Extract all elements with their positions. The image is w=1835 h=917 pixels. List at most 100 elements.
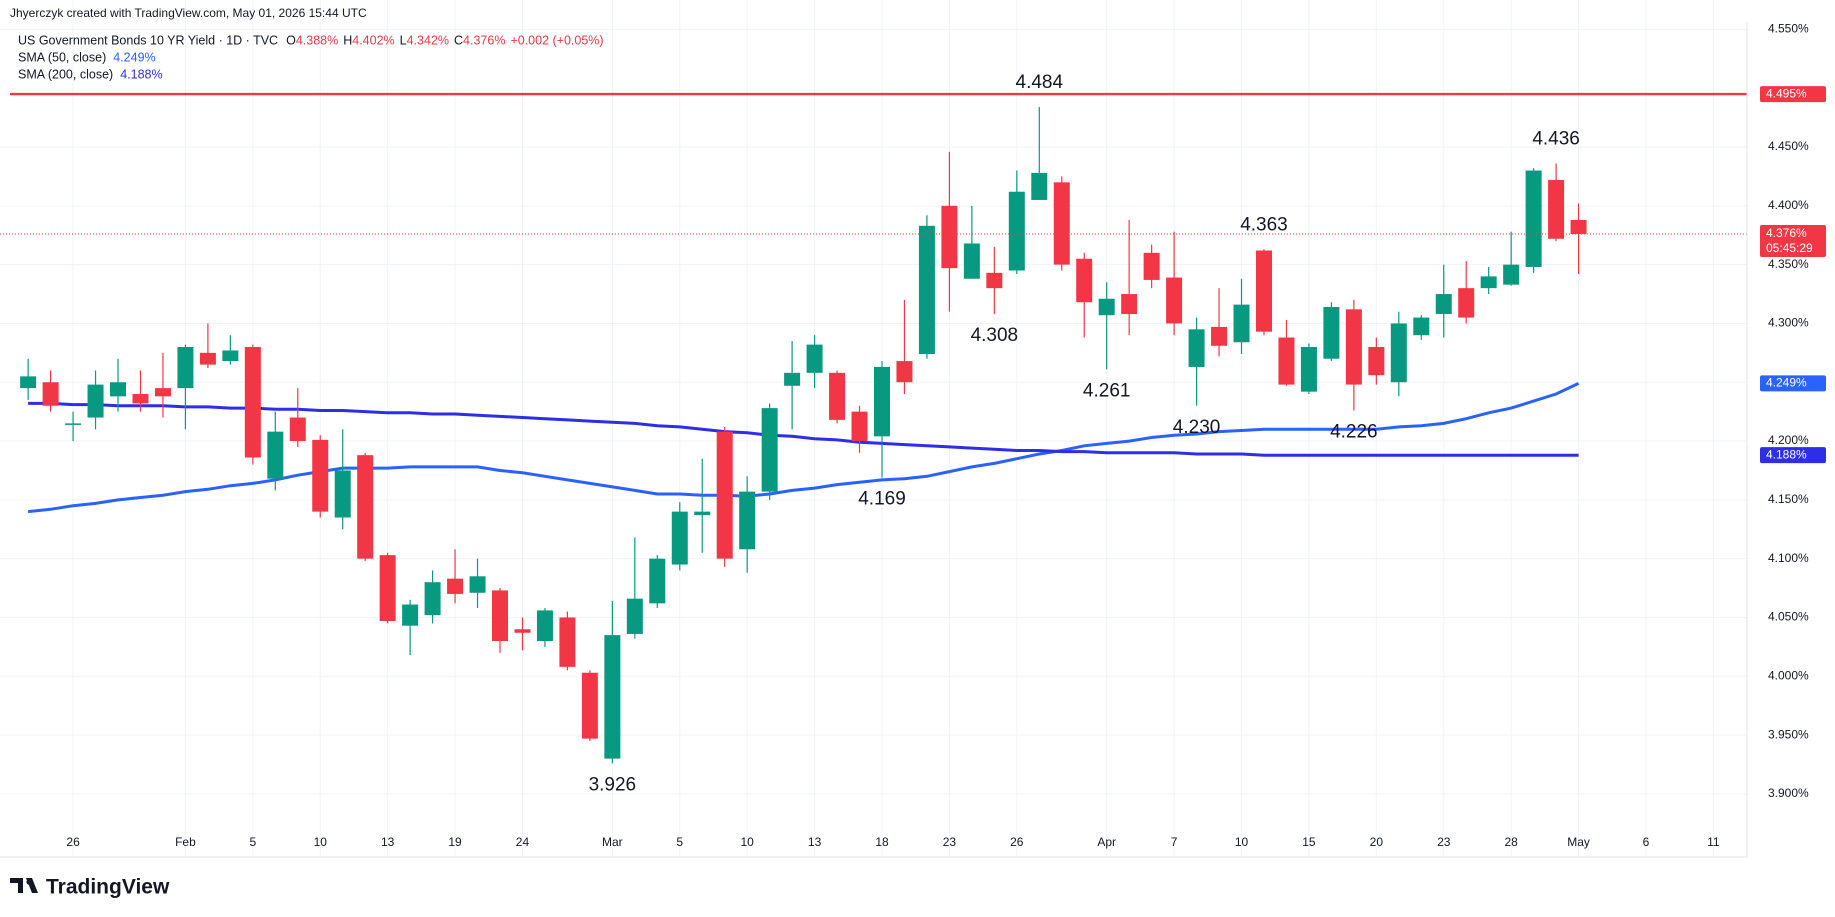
y-tick-label: 4.550% bbox=[1768, 22, 1809, 36]
candle-body bbox=[918, 225, 935, 355]
y-tick-label: 4.000% bbox=[1768, 668, 1809, 682]
y-tick-label: 4.300% bbox=[1768, 316, 1809, 330]
ohlc-key: H bbox=[343, 33, 352, 47]
candle-body bbox=[1368, 346, 1385, 376]
brand-logo bbox=[10, 878, 38, 893]
candle-body bbox=[784, 372, 801, 386]
candle-body bbox=[357, 455, 374, 559]
x-tick-label: May bbox=[1567, 835, 1590, 849]
candle-body bbox=[694, 511, 711, 516]
candle-body bbox=[65, 423, 82, 425]
sma-line bbox=[27, 382, 1580, 514]
annotation: 4.363 bbox=[1240, 214, 1288, 235]
candle-body bbox=[1503, 264, 1520, 285]
countdown-label: 05:45:29 bbox=[1766, 241, 1813, 255]
x-tick-label: Apr bbox=[1097, 835, 1116, 849]
candle-body bbox=[604, 635, 621, 759]
sma-line bbox=[28, 401, 1579, 457]
candle-body bbox=[492, 590, 509, 641]
legend: Jhyerczyk created with TradingView.com, … bbox=[10, 6, 604, 81]
candle-body bbox=[1121, 294, 1138, 315]
y-tick-label: 4.400% bbox=[1768, 198, 1809, 212]
candle-body bbox=[87, 384, 104, 418]
symbol-title: US Government Bonds 10 YR Yield · 1D · T… bbox=[18, 33, 278, 47]
ohlc-value: 4.342% bbox=[407, 33, 449, 47]
candle-body bbox=[851, 411, 868, 442]
candle-body bbox=[222, 350, 239, 362]
ohlc-key: C bbox=[454, 33, 463, 47]
candle-body bbox=[1548, 179, 1565, 239]
annotation: 4.230 bbox=[1173, 417, 1221, 438]
x-tick-label: 10 bbox=[1235, 835, 1249, 849]
candle-body bbox=[1390, 323, 1407, 383]
credit: Jhyerczyk created with TradingView.com, … bbox=[10, 6, 367, 20]
y-tick-label: 4.150% bbox=[1768, 492, 1809, 506]
candle-body bbox=[379, 555, 396, 621]
last-price-tag bbox=[1760, 225, 1826, 258]
candle-body bbox=[986, 272, 1003, 289]
candle-body bbox=[1188, 329, 1205, 367]
candle-body bbox=[581, 672, 598, 739]
annotation: 4.436 bbox=[1532, 128, 1580, 149]
x-tick-label: 13 bbox=[381, 835, 395, 849]
legend-name: SMA (50, close) bbox=[18, 50, 106, 64]
candle-body bbox=[1480, 276, 1497, 289]
candle-body bbox=[289, 417, 306, 442]
y-tick-label: 3.950% bbox=[1768, 727, 1809, 741]
candle-body bbox=[402, 604, 419, 626]
y-tick-label: 4.450% bbox=[1768, 139, 1809, 153]
sma-tag-label: 4.188% bbox=[1766, 447, 1807, 461]
y-tick-label: 3.900% bbox=[1768, 786, 1809, 800]
candle-body bbox=[42, 382, 59, 406]
candle-body bbox=[1143, 252, 1160, 280]
sma-tag bbox=[1760, 447, 1826, 464]
y-tick-label: 4.200% bbox=[1768, 433, 1809, 447]
candle-body bbox=[1323, 306, 1340, 359]
candle-body bbox=[1300, 346, 1317, 392]
candle-body bbox=[424, 582, 441, 616]
price-axis: 3.900% 3.950% 4.000% 4.050% 4.100% 4.150% 4.20… bbox=[66, 22, 1826, 849]
annotation: 3.926 bbox=[589, 774, 637, 795]
legend-value: 4.249% bbox=[113, 50, 155, 64]
candle-body bbox=[154, 388, 171, 397]
candle-body bbox=[1233, 304, 1250, 343]
legend-name: SMA (200, close) bbox=[18, 67, 113, 81]
candle-body bbox=[559, 617, 576, 667]
brand-logo-dot bbox=[26, 879, 32, 885]
x-tick-label: 5 bbox=[676, 835, 683, 849]
level-tag-label: 4.495% bbox=[1766, 86, 1807, 100]
candle-body bbox=[1525, 170, 1542, 267]
x-tick-label: 10 bbox=[740, 835, 754, 849]
candle-body bbox=[1008, 191, 1025, 271]
annotation: 4.308 bbox=[971, 325, 1019, 346]
candle-body bbox=[110, 382, 127, 397]
candle-body bbox=[1211, 326, 1228, 346]
x-tick-label: 15 bbox=[1302, 835, 1316, 849]
candle-body bbox=[739, 491, 756, 550]
candle-body bbox=[873, 366, 890, 437]
sma-tag-label: 4.249% bbox=[1766, 376, 1807, 390]
candle-body bbox=[514, 629, 531, 633]
candle-body bbox=[671, 511, 688, 565]
change: +0.002 (+0.05%) bbox=[510, 33, 603, 47]
candle-body bbox=[941, 205, 958, 269]
grid bbox=[0, 0, 1748, 857]
candle-body bbox=[177, 346, 194, 389]
last-price-label: 4.376% bbox=[1766, 226, 1807, 240]
x-tick-label: 28 bbox=[1504, 835, 1518, 849]
candle-body bbox=[447, 578, 464, 594]
candle-body bbox=[199, 352, 216, 365]
y-tick-label: 4.050% bbox=[1768, 610, 1809, 624]
x-tick-label: 23 bbox=[1437, 835, 1451, 849]
x-tick-label: 6 bbox=[1643, 835, 1650, 849]
candle-body bbox=[1278, 337, 1295, 385]
x-tick-label: 20 bbox=[1370, 835, 1384, 849]
candle-body bbox=[716, 431, 733, 559]
candle-body bbox=[1166, 277, 1183, 324]
candle-body bbox=[334, 470, 351, 518]
annotation: 4.169 bbox=[858, 489, 906, 510]
candle-body bbox=[896, 361, 913, 383]
candle-body bbox=[1076, 258, 1093, 303]
candle-body bbox=[806, 344, 823, 373]
